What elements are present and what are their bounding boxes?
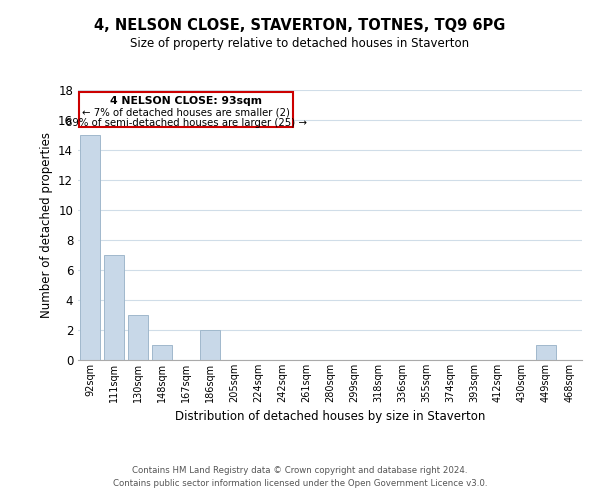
Bar	[128, 315, 148, 360]
Bar	[104, 255, 124, 360]
FancyBboxPatch shape	[79, 92, 293, 126]
X-axis label: Distribution of detached houses by size in Staverton: Distribution of detached houses by size …	[175, 410, 485, 424]
Bar	[200, 330, 220, 360]
Text: 4 NELSON CLOSE: 93sqm: 4 NELSON CLOSE: 93sqm	[110, 96, 262, 106]
Text: Contains HM Land Registry data © Crown copyright and database right 2024.
Contai: Contains HM Land Registry data © Crown c…	[113, 466, 487, 487]
Bar	[152, 345, 172, 360]
Text: ← 7% of detached houses are smaller (2): ← 7% of detached houses are smaller (2)	[82, 108, 290, 117]
Text: 89% of semi-detached houses are larger (25) →: 89% of semi-detached houses are larger (…	[65, 118, 307, 128]
Y-axis label: Number of detached properties: Number of detached properties	[40, 132, 53, 318]
Text: Size of property relative to detached houses in Staverton: Size of property relative to detached ho…	[130, 38, 470, 51]
Text: 4, NELSON CLOSE, STAVERTON, TOTNES, TQ9 6PG: 4, NELSON CLOSE, STAVERTON, TOTNES, TQ9 …	[94, 18, 506, 32]
Bar	[536, 345, 556, 360]
Bar	[80, 135, 100, 360]
